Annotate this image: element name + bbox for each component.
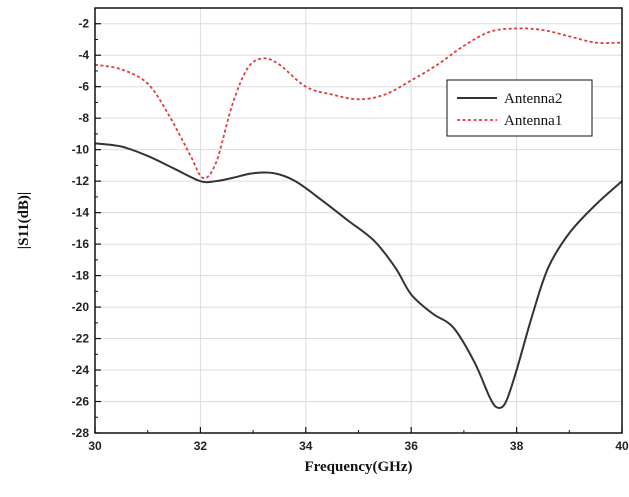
grid-layer bbox=[94, 8, 623, 434]
x-tick-label: 32 bbox=[194, 439, 208, 453]
legend: Antenna2 Antenna1 bbox=[446, 79, 593, 137]
y-tick-label: -28 bbox=[72, 426, 90, 440]
y-axis-title: |S11(dB)| bbox=[16, 192, 32, 249]
x-tick-label: 30 bbox=[88, 439, 102, 453]
y-tick-label: -2 bbox=[78, 17, 89, 31]
plot-frame bbox=[94, 7, 623, 434]
y-tick-label: -14 bbox=[72, 206, 90, 220]
y-tick-label: -22 bbox=[72, 332, 90, 346]
y-tick-label: -26 bbox=[72, 395, 90, 409]
y-tick-label: -20 bbox=[72, 300, 90, 314]
legend-box bbox=[446, 79, 593, 137]
y-tick-label: -12 bbox=[72, 174, 90, 188]
x-tick-label: 34 bbox=[299, 439, 313, 453]
series-layer bbox=[94, 27, 623, 409]
legend-label-antenna1: Antenna1 bbox=[504, 113, 562, 129]
y-tick-label: -6 bbox=[78, 80, 89, 94]
x-axis-title: Frequency(GHz) bbox=[304, 459, 412, 475]
x-tick-label: 36 bbox=[405, 439, 419, 453]
y-tick-label: -4 bbox=[78, 48, 89, 62]
legend-label-antenna2: Antenna2 bbox=[504, 91, 562, 107]
y-tick-label: -24 bbox=[72, 363, 90, 377]
y-tick-label: -10 bbox=[72, 143, 90, 157]
y-tick-label: -16 bbox=[72, 237, 90, 251]
y-tick-label: -8 bbox=[78, 111, 89, 125]
x-tick-label: 38 bbox=[510, 439, 524, 453]
series-line-antenna2 bbox=[94, 142, 623, 409]
tick-layer: 30 32 34 36 38 40 -28 -26 -24 -22 -20 -18 -16 -14 -12 -… bbox=[72, 17, 629, 453]
y-tick-label: -18 bbox=[72, 269, 90, 283]
x-tick-label: 40 bbox=[615, 439, 629, 453]
